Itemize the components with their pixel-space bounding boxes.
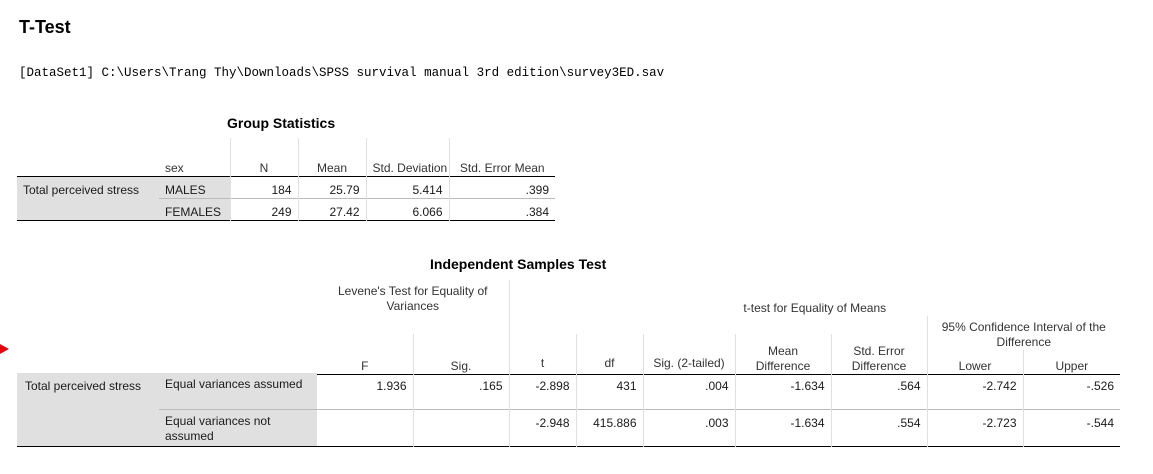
table-row: Equal variances not assumed -2.948 415.8… <box>17 409 1120 446</box>
ind-test-table: Levene's Test for Equality of Variances … <box>17 280 1121 375</box>
header-std-deviation: Std. Deviation <box>365 138 449 176</box>
row-label: Total perceived stress <box>17 373 159 446</box>
sig2-cell: .004 <box>642 373 735 409</box>
group-stats-caption: Group Statistics <box>227 115 336 131</box>
mean-diff-cell: -1.634 <box>734 373 831 409</box>
sig-cell: .165 <box>412 373 509 409</box>
se-cell: .399 <box>448 176 555 198</box>
dataset-path: [DataSet1] C:\Users\Trang Thy\Downloads\… <box>19 66 665 80</box>
group-stats-table: sex N Mean Std. Deviation Std. Error Mea… <box>17 138 555 221</box>
t-cell: -2.948 <box>508 409 576 446</box>
df-cell: 431 <box>575 373 643 409</box>
header-lower: Lower <box>926 350 1024 374</box>
n-cell: 184 <box>229 176 298 198</box>
header-std-error-mean: Std. Error Mean <box>448 138 555 176</box>
header-mean-difference: Mean Difference <box>734 334 832 374</box>
header-n: N <box>229 138 298 176</box>
page-title: T-Test <box>19 17 71 37</box>
sig-cell <box>412 409 509 446</box>
table-row: Total perceived stress Equal variances a… <box>17 373 1120 446</box>
group-cell: FEMALES <box>159 198 230 220</box>
t-cell: -2.898 <box>508 373 576 409</box>
header-sex: sex <box>165 160 184 175</box>
f-cell: 1.936 <box>376 379 407 393</box>
se-diff-cell: .564 <box>830 373 927 409</box>
group-cell: MALES <box>159 176 230 198</box>
header-f: F <box>361 358 369 373</box>
df-cell: 415.886 <box>575 409 643 446</box>
row-label: Total perceived stress <box>17 176 159 220</box>
sd-cell: 6.066 <box>365 198 449 220</box>
ind-test-caption: Independent Samples Test <box>430 256 607 272</box>
levene-header: Levene's Test for Equality of Variances <box>338 284 488 313</box>
n-cell: 249 <box>229 198 298 220</box>
table-row: Total perceived stress MALES 184 25.79 5… <box>17 176 555 220</box>
header-mean: Mean <box>297 138 366 176</box>
sd-cell: 5.414 <box>365 176 449 198</box>
table-row: FEMALES 249 27.42 6.066 .384 <box>17 198 555 220</box>
mean-cell: 27.42 <box>297 198 366 220</box>
se-diff-cell: .554 <box>830 409 927 446</box>
sig2-cell: .003 <box>642 409 735 446</box>
ci-header: 95% Confidence Interval of the Differenc… <box>926 316 1121 350</box>
header-std-error-difference: Std. Error Difference <box>830 334 928 374</box>
header-df: df <box>604 356 615 370</box>
header-upper: Upper <box>1022 350 1121 374</box>
upper-cell: -.544 <box>1022 409 1120 446</box>
mean-diff-cell: -1.634 <box>734 409 831 446</box>
lower-cell: -2.723 <box>926 409 1023 446</box>
variance-label: Equal variances assumed <box>159 373 317 409</box>
mean-cell: 25.79 <box>297 176 366 198</box>
variance-label: Equal variances not assumed <box>159 409 317 446</box>
upper-cell: -.526 <box>1022 373 1120 409</box>
ind-test-body: Total perceived stress Equal variances a… <box>17 373 1120 447</box>
row-marker-arrow-icon <box>0 344 9 354</box>
header-t: t <box>540 356 545 370</box>
header-sig: Sig. <box>412 350 510 374</box>
f-cell <box>317 409 413 446</box>
lower-cell: -2.742 <box>926 373 1023 409</box>
ttest-header: t-test for Equality of Means <box>508 280 1121 316</box>
se-cell: .384 <box>448 198 555 220</box>
header-sig-2-tailed: Sig. (2-tailed) <box>653 356 725 370</box>
